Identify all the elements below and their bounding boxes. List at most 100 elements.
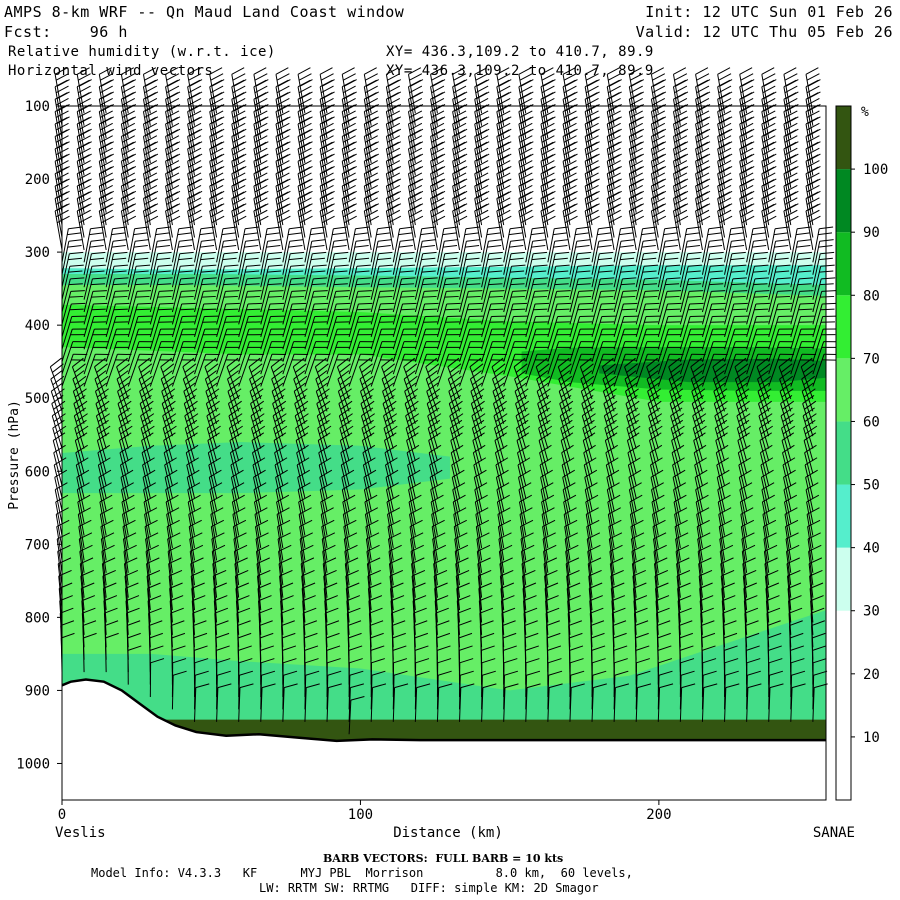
- barb-flag: [53, 444, 66, 454]
- barb-flag: [166, 160, 180, 168]
- barb-shaft: [142, 198, 151, 238]
- barb-flag: [96, 419, 109, 429]
- barb-flag: [408, 67, 422, 75]
- barb-shaft: [146, 563, 151, 598]
- wind-barb: [79, 544, 93, 586]
- barb-flag: [148, 620, 163, 627]
- barb-flag: [72, 357, 84, 368]
- barb-shaft: [56, 526, 63, 561]
- barb-flag: [160, 370, 173, 380]
- barb-shaft: [52, 440, 63, 474]
- barb-shaft: [75, 452, 85, 486]
- barb-flag: [71, 302, 86, 305]
- barb-flag: [143, 79, 157, 88]
- wind-barb: [120, 482, 134, 524]
- barb-flag: [122, 172, 136, 181]
- barb-flag: [51, 395, 64, 404]
- wind-barb: [83, 315, 108, 350]
- barb-shaft: [120, 111, 129, 151]
- barb-flag: [144, 122, 158, 131]
- barb-flag: [78, 147, 91, 156]
- barb-flag: [445, 308, 460, 311]
- barb-flag: [70, 290, 85, 292]
- wind-barb: [78, 519, 92, 561]
- barb-flag: [61, 632, 75, 639]
- wind-barb: [123, 544, 137, 586]
- barb-flag: [114, 290, 129, 292]
- barb-flag: [100, 135, 113, 143]
- wind-barb: [149, 353, 176, 387]
- barb-flag: [431, 73, 445, 81]
- wind-barb: [127, 264, 151, 300]
- barb-flag: [145, 215, 159, 224]
- wind-barb: [105, 341, 131, 375]
- barb-flag: [166, 197, 180, 205]
- barb-flag: [497, 73, 511, 81]
- wind-barb: [160, 357, 175, 400]
- wind-barb: [127, 315, 153, 350]
- barb-flag: [55, 73, 69, 81]
- barb-flag: [540, 67, 554, 75]
- barb-flag: [89, 245, 104, 248]
- barb-flag: [122, 122, 136, 131]
- wind-barb: [79, 557, 94, 598]
- wind-barb: [56, 519, 70, 561]
- barb-flag: [166, 98, 180, 106]
- wind-barb: [166, 519, 180, 561]
- barb-flag: [163, 388, 176, 398]
- barb-flag: [122, 209, 136, 218]
- barb-flag: [127, 645, 142, 651]
- barb-flag: [118, 375, 131, 386]
- barb-shaft: [144, 514, 151, 549]
- wind-barb: [171, 277, 195, 313]
- wind-barb: [97, 444, 111, 486]
- wind-barb: [163, 444, 177, 486]
- barb-flag: [89, 232, 104, 236]
- barb-flag: [137, 302, 152, 305]
- wind-barb: [164, 469, 178, 511]
- barb-flag: [100, 110, 113, 118]
- wind-barb: [52, 432, 66, 474]
- barb-flag: [73, 395, 86, 404]
- barb-flag: [100, 507, 113, 515]
- wind-barb: [119, 457, 133, 499]
- barb-shaft: [54, 123, 63, 164]
- barb-flag: [180, 308, 195, 311]
- barb-flag: [100, 197, 113, 205]
- barb-flag: [178, 257, 193, 261]
- barb-flag: [122, 160, 136, 168]
- barb-flag: [97, 400, 110, 410]
- barb-flag: [99, 203, 112, 212]
- barb-shaft: [76, 123, 85, 164]
- barb-shaft: [54, 111, 63, 151]
- wind-barb: [53, 444, 66, 486]
- barb-flag: [336, 302, 351, 305]
- wind-barb: [101, 544, 115, 586]
- barb-flag: [50, 370, 63, 380]
- barb-flag: [158, 264, 173, 267]
- barb-shaft: [164, 464, 173, 499]
- barb-flag: [165, 67, 179, 75]
- barb-flag: [144, 519, 158, 528]
- barb-flag: [145, 532, 159, 540]
- barb-flag: [75, 400, 88, 410]
- barb-flag: [161, 382, 174, 392]
- barb-flag: [143, 166, 157, 175]
- barb-shaft: [124, 588, 129, 623]
- barb-flag: [157, 239, 172, 242]
- wind-barb: [149, 315, 175, 350]
- wind-barb: [121, 494, 135, 536]
- wind-barb: [171, 341, 198, 375]
- barb-flag: [134, 270, 149, 273]
- barb-flag: [386, 67, 399, 75]
- wind-barb: [116, 357, 130, 400]
- barb-flag: [203, 302, 218, 305]
- barb-flag: [601, 302, 616, 305]
- barb-flag: [68, 270, 83, 273]
- barb-shaft: [120, 489, 129, 524]
- barb-shaft: [165, 161, 173, 201]
- barb-flag: [101, 544, 115, 552]
- wind-barb: [76, 469, 90, 511]
- barb-flag: [162, 375, 175, 386]
- wind-barb: [96, 432, 110, 474]
